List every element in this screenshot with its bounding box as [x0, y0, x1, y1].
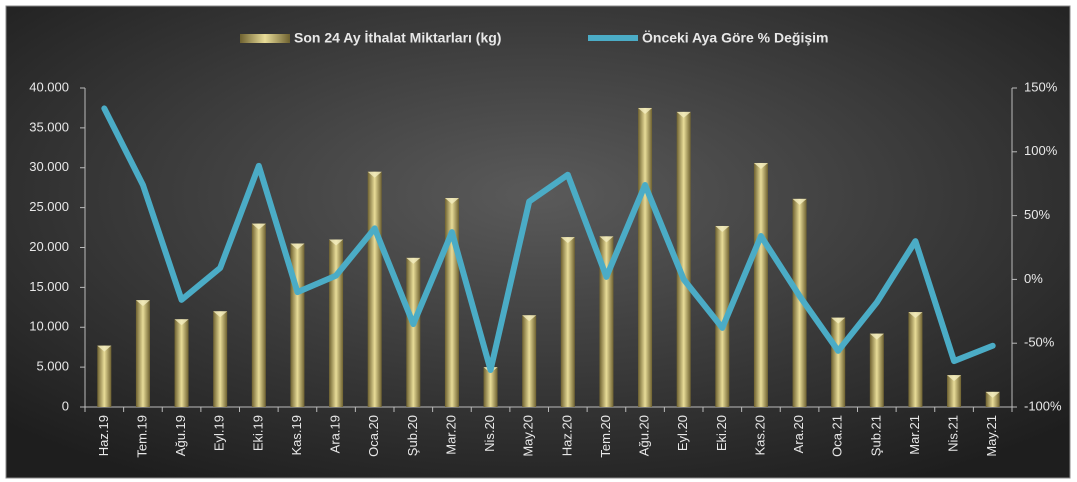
y-tick-label: 40.000: [29, 79, 69, 94]
bar-cap: [444, 198, 459, 205]
bar: [483, 367, 498, 407]
bar-cap: [560, 237, 575, 244]
x-tick-label: Tem.19: [134, 415, 149, 458]
bar: [329, 239, 344, 407]
x-tick-label: Kas.20: [752, 415, 767, 455]
bar-cap: [174, 319, 189, 326]
bar: [638, 107, 653, 407]
bar: [251, 223, 266, 407]
x-tick-label: May.20: [521, 415, 536, 457]
bar: [599, 236, 614, 407]
y2-tick-label: 150%: [1024, 79, 1058, 94]
bar: [560, 237, 575, 407]
x-tick-label: Haz.19: [96, 415, 111, 456]
bar-cap: [947, 375, 962, 382]
bar: [792, 198, 807, 407]
y-tick-label: 5.000: [36, 359, 69, 374]
bar-cap: [213, 311, 228, 318]
x-tick-label: Mar.21: [907, 415, 922, 455]
x-tick-label: Eki.19: [250, 415, 265, 451]
bar-cap: [251, 223, 266, 230]
x-tick-label: Eyl.19: [212, 415, 227, 451]
bar-cap: [869, 333, 884, 340]
x-tick-label: Ara.19: [328, 415, 343, 453]
y-tick-label: 25.000: [29, 199, 69, 214]
bar-cap: [831, 317, 846, 324]
bar-cap: [638, 107, 653, 114]
legend-label: Önceki Aya Göre % Değişim: [642, 30, 828, 46]
x-tick-label: Haz.20: [559, 415, 574, 456]
x-tick-label: Şub.21: [868, 415, 883, 456]
bar: [97, 345, 112, 407]
bar-cap: [522, 315, 537, 322]
bar: [753, 162, 768, 407]
x-tick-label: Eki.20: [714, 415, 729, 451]
y2-tick-label: 0%: [1024, 271, 1043, 286]
y-tick-label: 20.000: [29, 239, 69, 254]
x-tick-label: Oca.21: [830, 415, 845, 457]
bar-cap: [97, 345, 112, 352]
bar-cap: [676, 111, 691, 118]
bar: [947, 375, 962, 407]
y2-tick-label: -100%: [1024, 398, 1062, 413]
x-tick-label: Tem.20: [598, 415, 613, 458]
x-tick-label: Oca.20: [366, 415, 381, 457]
y-tick-label: 10.000: [29, 319, 69, 334]
bar: [135, 300, 150, 407]
bar: [676, 111, 691, 408]
y-tick-label: 35.000: [29, 119, 69, 134]
bar: [831, 317, 846, 407]
bar: [985, 391, 1000, 407]
x-tick-label: Ara.20: [791, 415, 806, 453]
bar: [908, 312, 923, 407]
bar-cap: [715, 225, 730, 232]
bar: [869, 333, 884, 407]
x-tick-label: Nis.21: [946, 415, 961, 452]
x-tick-label: Mar.20: [443, 415, 458, 455]
bar: [715, 225, 730, 407]
y-tick-label: 15.000: [29, 279, 69, 294]
y2-tick-label: 50%: [1024, 207, 1050, 222]
x-tick-label: Ağu.19: [173, 415, 188, 456]
line: [101, 105, 996, 373]
bar: [367, 171, 382, 407]
bar-cap: [908, 312, 923, 319]
x-tick-label: Eyl.20: [675, 415, 690, 451]
y2-tick-label: -50%: [1024, 335, 1055, 350]
bar-cap: [367, 171, 382, 178]
bar-cap: [329, 239, 344, 246]
bar: [406, 257, 421, 407]
x-tick-label: Nis.20: [482, 415, 497, 452]
y-tick-label: 0: [62, 398, 69, 413]
bar: [522, 315, 537, 407]
x-tick-label: Kas.19: [289, 415, 304, 455]
x-tick-label: Şub.20: [405, 415, 420, 456]
bar-cap: [753, 162, 768, 169]
bar-cap: [406, 257, 421, 264]
legend-swatch: [240, 34, 290, 43]
x-tick-label: May.21: [984, 415, 999, 457]
bar-cap: [792, 198, 807, 205]
y-tick-label: 30.000: [29, 159, 69, 174]
bar-cap: [135, 300, 150, 307]
bar-cap: [599, 236, 614, 243]
bar-cap: [290, 243, 305, 250]
bar: [174, 319, 189, 407]
x-tick-label: Ağu.20: [637, 415, 652, 456]
y2-tick-label: 100%: [1024, 143, 1058, 158]
bar-cap: [985, 391, 1000, 398]
legend-label: Son 24 Ay İthalat Miktarları (kg): [294, 30, 501, 46]
bar: [213, 311, 228, 407]
